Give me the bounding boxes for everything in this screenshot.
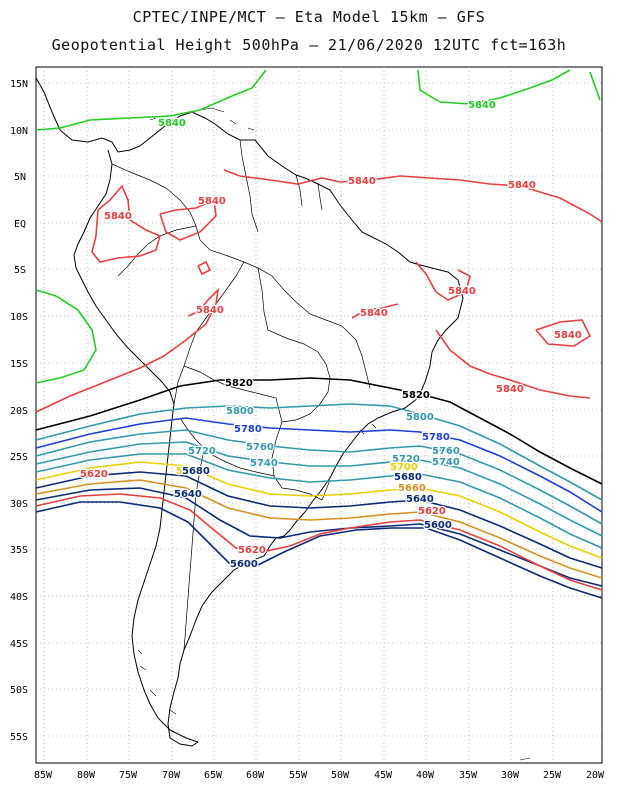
contour-5840-red-north <box>223 169 603 223</box>
contour-label: 5640 <box>174 489 202 500</box>
contour-label: 5760 <box>246 442 274 453</box>
lon-label: 55W <box>289 770 308 781</box>
contour-5840-green-north <box>35 69 601 131</box>
contour-label: 5640 <box>406 494 434 505</box>
lat-label: 5N <box>14 172 26 183</box>
contour-5640 <box>35 487 603 587</box>
lon-label: 40W <box>416 770 435 781</box>
lat-label: EQ <box>14 219 26 230</box>
lon-label: 25W <box>543 770 562 781</box>
contour-5800 <box>35 403 603 501</box>
lat-label: 20S <box>10 406 28 417</box>
contours <box>35 69 603 599</box>
contour-label: 5800 <box>406 412 434 423</box>
contour-5680 <box>35 471 603 569</box>
contour-5760 <box>35 429 603 525</box>
contour-label: 5840 <box>348 176 376 187</box>
contour-label: 5840 <box>196 305 224 316</box>
contour-5660 <box>35 479 603 579</box>
lon-label: 35W <box>459 770 478 781</box>
contour-label: 5840 <box>198 196 226 207</box>
contour-label: 5620 <box>418 506 446 517</box>
contour-label: 5740 <box>250 458 278 469</box>
contour-label: 5600 <box>424 520 452 531</box>
contour-label: 5840 <box>468 100 496 111</box>
contour-5840-green-west <box>35 289 97 384</box>
contour-5840-red-east <box>351 261 592 399</box>
lat-label: 10N <box>10 126 28 137</box>
contour-label: 5600 <box>230 559 258 570</box>
longitude-labels: 85W 80W 75W 70W 65W 60W 55W 50W 45W 40W … <box>34 770 605 781</box>
latitude-labels: 15N 10N 5N EQ 5S 10S 15S 20S 25S 30S 35S… <box>10 79 28 743</box>
contour-label: 5720 <box>188 446 216 457</box>
contour-5840-red-west <box>35 287 220 413</box>
contour-label: 5720 <box>392 454 420 465</box>
contour-label: 5740 <box>432 457 460 468</box>
contour-label: 5680 <box>394 472 422 483</box>
lon-label: 75W <box>119 770 138 781</box>
contour-label: 5760 <box>432 446 460 457</box>
lon-label: 20W <box>586 770 605 781</box>
contour-label: 5660 <box>398 483 426 494</box>
lat-label: 15N <box>10 79 28 90</box>
map-title-line1: CPTEC/INPE/MCT – Eta Model 15km – GFS <box>132 8 486 26</box>
contour-label: 5780 <box>422 432 450 443</box>
plot-frame <box>35 66 603 764</box>
contour-label: 5840 <box>508 180 536 191</box>
map-title-line2: Geopotential Height 500hPa – 21/06/2020 … <box>51 36 567 54</box>
contour-5780 <box>35 417 603 513</box>
contour-label: 5680 <box>182 466 210 477</box>
contour-label: 5840 <box>360 308 388 319</box>
lat-label: 10S <box>10 312 28 323</box>
lon-label: 50W <box>331 770 350 781</box>
contour-label: 5800 <box>226 406 254 417</box>
contour-label: 5780 <box>234 424 262 435</box>
lat-label: 40S <box>10 592 28 603</box>
lon-label: 45W <box>374 770 393 781</box>
lat-label: 35S <box>10 545 28 556</box>
contour-5840-red-blob2 <box>159 198 217 241</box>
lon-label: 70W <box>162 770 181 781</box>
contour-5840-red-blob1 <box>91 184 161 263</box>
contour-label: 5840 <box>104 211 132 222</box>
lat-label: 15S <box>10 359 28 370</box>
contour-5820 <box>35 377 603 485</box>
contour-5600 <box>35 501 603 599</box>
lat-label: 25S <box>10 452 28 463</box>
contour-label: 5840 <box>496 384 524 395</box>
lat-label: 30S <box>10 499 28 510</box>
lon-label: 85W <box>34 770 53 781</box>
central-america-coast <box>35 77 464 747</box>
contour-labels: 5840 5840 5840 5840 5840 5840 5840 5840 … <box>79 99 583 572</box>
lat-label: 55S <box>10 732 28 743</box>
lat-label: 5S <box>14 265 26 276</box>
contour-label: 5840 <box>554 330 582 341</box>
lon-label: 60W <box>246 770 265 781</box>
contour-label: 5820 <box>225 378 253 389</box>
contour-label: 5820 <box>402 390 430 401</box>
contour-label: 5620 <box>80 469 108 480</box>
contour-5700 <box>35 461 603 559</box>
country-borders <box>111 139 371 651</box>
contour-label: 5700 <box>176 466 204 477</box>
contour-label: 5700 <box>390 462 418 473</box>
lat-label: 50S <box>10 685 28 696</box>
pacific-coast <box>73 149 199 743</box>
lon-label: 65W <box>204 770 223 781</box>
lon-label: 80W <box>77 770 96 781</box>
contour-5840-red-small <box>197 260 212 276</box>
lon-label: 30W <box>501 770 520 781</box>
contour-5740 <box>35 441 603 537</box>
contour-label: 5840 <box>158 118 186 129</box>
contour-label: 5620 <box>238 545 266 556</box>
lat-label: 45S <box>10 639 28 650</box>
contour-label: 5840 <box>448 286 476 297</box>
contour-5720 <box>35 453 603 549</box>
contour-5620 <box>35 493 603 591</box>
